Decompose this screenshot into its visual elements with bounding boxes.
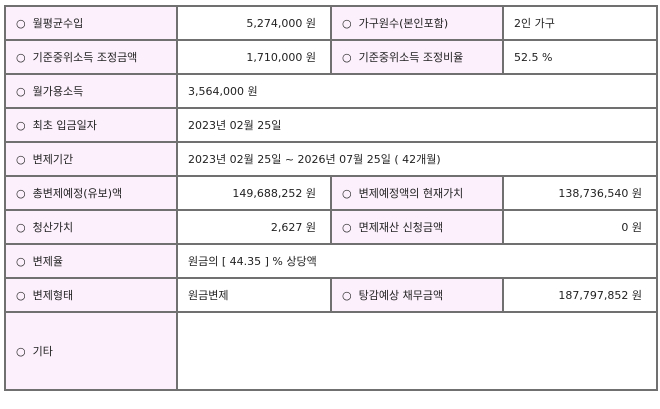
field-value: 2,627 원 <box>176 209 332 245</box>
field-label: ○ 총변제예정(유보)액 <box>4 175 178 211</box>
field-label: ○ 청산가치 <box>4 209 178 245</box>
table-row: ○ 월가용소득 3,564,000 원 <box>4 73 658 109</box>
field-label: ○ 변제형태 <box>4 277 178 313</box>
label-text: 최초 입금일자 <box>32 119 97 132</box>
field-label: ○ 변제예정액의 현재가치 <box>330 175 504 211</box>
label-text: 청산가치 <box>32 221 74 234</box>
field-label: ○ 최초 입금일자 <box>4 107 178 143</box>
label-text: 면제재산 신청금액 <box>358 221 444 234</box>
field-value: 149,688,252 원 <box>176 175 332 211</box>
table-row: ○ 기준중위소득 조정금액 1,710,000 원 ○ 기준중위소득 조정비율 52.… <box>4 39 658 75</box>
circle-bullet-icon: ○ <box>16 187 26 200</box>
field-value: 3,564,000 원 <box>176 73 658 109</box>
field-value: 원금의 [ 44.35 ] % 상당액 <box>176 243 658 279</box>
circle-bullet-icon: ○ <box>16 85 26 98</box>
circle-bullet-icon: ○ <box>16 51 26 64</box>
table-row: ○ 변제기간 2023년 02월 25일 ~ 2026년 07월 25일 ( 42… <box>4 141 658 177</box>
field-value: 1,710,000 원 <box>176 39 332 75</box>
label-text: 총변제예정(유보)액 <box>32 187 123 200</box>
field-value: 원금변제 <box>176 277 332 313</box>
field-label: ○ 기준중위소득 조정금액 <box>4 39 178 75</box>
table-row: ○ 기타 <box>4 311 658 391</box>
field-label: ○ 변제율 <box>4 243 178 279</box>
circle-bullet-icon: ○ <box>16 255 26 268</box>
label-text: 변제율 <box>32 255 63 268</box>
circle-bullet-icon: ○ <box>342 289 352 302</box>
field-label: ○ 기준중위소득 조정비율 <box>330 39 504 75</box>
field-value: 2인 가구 <box>502 5 658 41</box>
circle-bullet-icon: ○ <box>342 221 352 234</box>
field-value: 52.5 % <box>502 39 658 75</box>
circle-bullet-icon: ○ <box>16 289 26 302</box>
label-text: 월평균수입 <box>32 17 84 30</box>
label-text: 변제예정액의 현재가치 <box>358 187 464 200</box>
table-row: ○ 변제형태 원금변제 ○ 탕감예상 채무금액 187,797,852 원 <box>4 277 658 313</box>
circle-bullet-icon: ○ <box>16 221 26 234</box>
field-label: ○ 면제재산 신청금액 <box>330 209 504 245</box>
table-row: ○ 청산가치 2,627 원 ○ 면제재산 신청금액 0 원 <box>4 209 658 245</box>
label-text: 기타 <box>32 345 53 358</box>
field-value: 5,274,000 원 <box>176 5 332 41</box>
label-text: 기준중위소득 조정비율 <box>358 51 464 64</box>
circle-bullet-icon: ○ <box>16 345 26 358</box>
field-label: ○ 월가용소득 <box>4 73 178 109</box>
field-label: ○ 변제기간 <box>4 141 178 177</box>
repayment-summary-table: ○ 월평균수입 5,274,000 원 ○ 가구원수(본인포함) 2인 가구 ○ 기준중… <box>4 5 658 391</box>
table-row: ○ 총변제예정(유보)액 149,688,252 원 ○ 변제예정액의 현재가치 13… <box>4 175 658 211</box>
field-label: ○ 탕감예상 채무금액 <box>330 277 504 313</box>
field-value: 0 원 <box>502 209 658 245</box>
label-text: 월가용소득 <box>32 85 84 98</box>
circle-bullet-icon: ○ <box>342 51 352 64</box>
field-value: 138,736,540 원 <box>502 175 658 211</box>
field-value <box>176 311 658 391</box>
field-value: 2023년 02월 25일 <box>176 107 658 143</box>
field-label: ○ 기타 <box>4 311 178 391</box>
circle-bullet-icon: ○ <box>342 187 352 200</box>
circle-bullet-icon: ○ <box>16 153 26 166</box>
field-label: ○ 월평균수입 <box>4 5 178 41</box>
label-text: 가구원수(본인포함) <box>358 17 449 30</box>
label-text: 탕감예상 채무금액 <box>358 289 444 302</box>
table-row: ○ 변제율 원금의 [ 44.35 ] % 상당액 <box>4 243 658 279</box>
table-row: ○ 최초 입금일자 2023년 02월 25일 <box>4 107 658 143</box>
label-text: 변제기간 <box>32 153 74 166</box>
circle-bullet-icon: ○ <box>342 17 352 30</box>
label-text: 기준중위소득 조정금액 <box>32 51 138 64</box>
circle-bullet-icon: ○ <box>16 119 26 132</box>
field-value: 2023년 02월 25일 ~ 2026년 07월 25일 ( 42개월) <box>176 141 658 177</box>
label-text: 변제형태 <box>32 289 74 302</box>
circle-bullet-icon: ○ <box>16 17 26 30</box>
table-row: ○ 월평균수입 5,274,000 원 ○ 가구원수(본인포함) 2인 가구 <box>4 5 658 41</box>
field-value: 187,797,852 원 <box>502 277 658 313</box>
field-label: ○ 가구원수(본인포함) <box>330 5 504 41</box>
